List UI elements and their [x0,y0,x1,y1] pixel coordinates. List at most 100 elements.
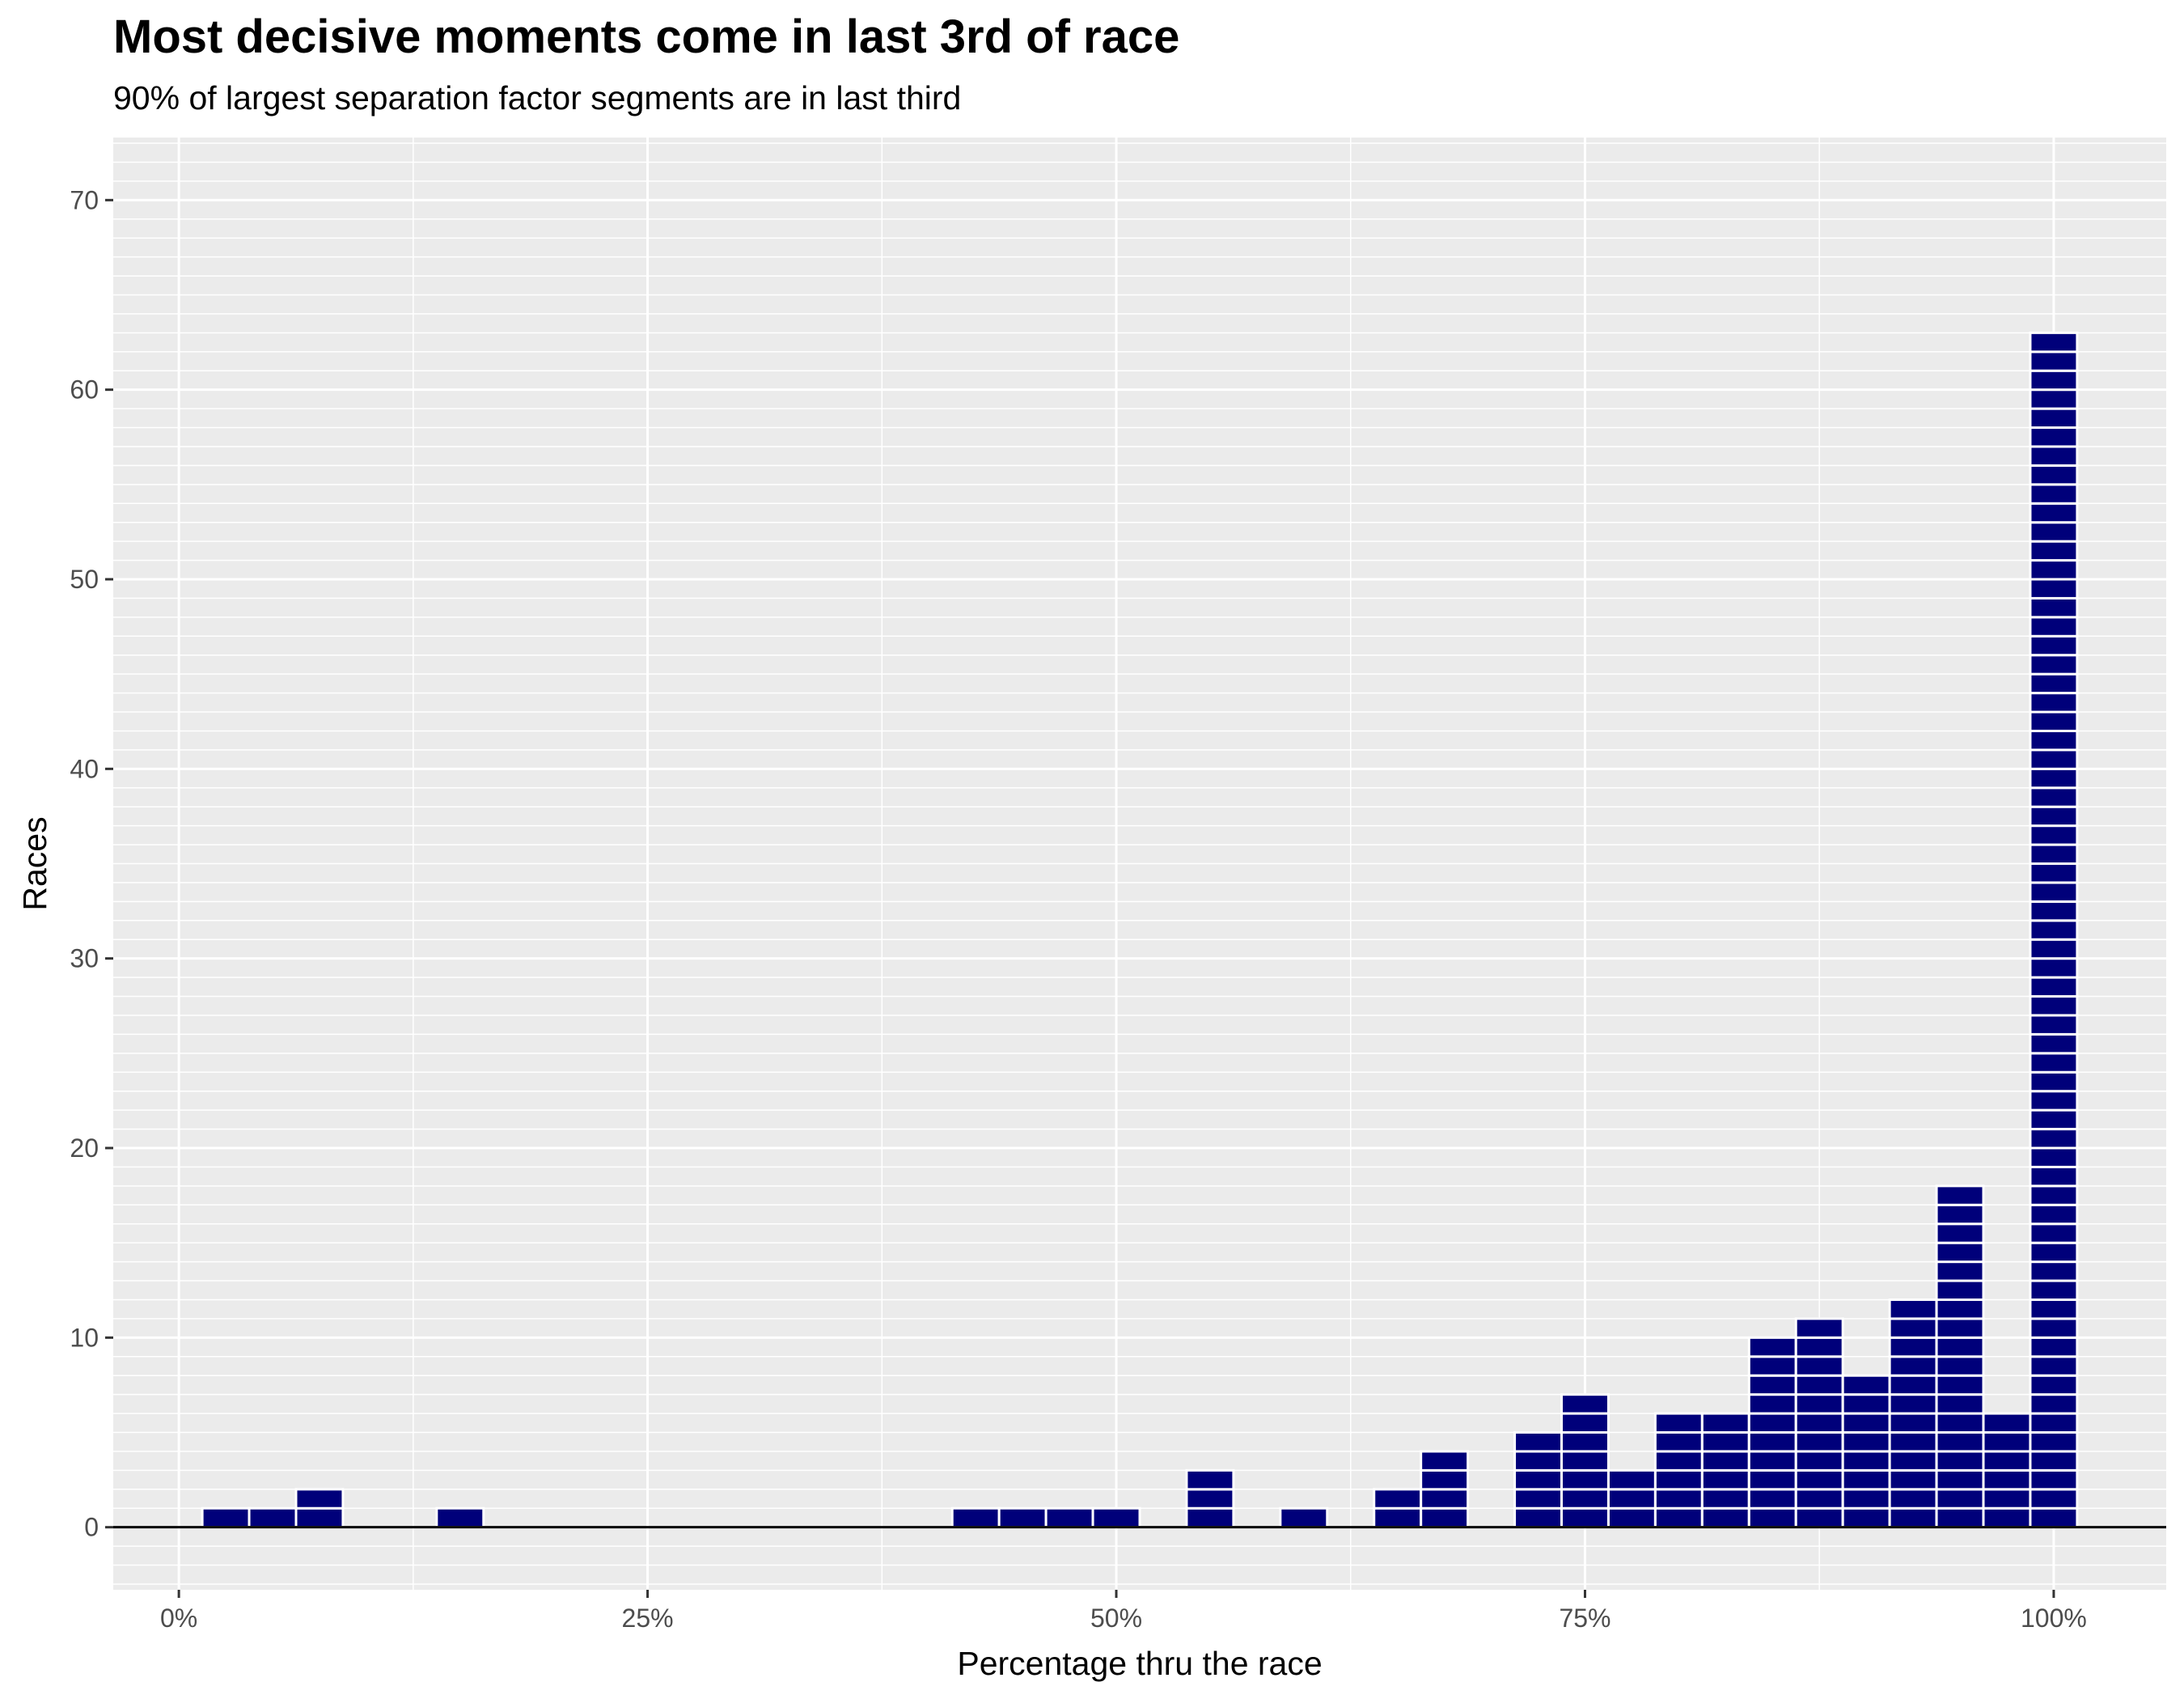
bar-block [2029,559,2079,581]
bar-block [2029,862,2079,884]
bar-block [1044,1506,1094,1529]
bar-block [2029,710,2079,732]
bar-block [1841,1431,1891,1453]
bar-block [294,1506,345,1529]
bar-block [1560,1488,1610,1510]
y-tick-label: 20 [70,1133,99,1163]
bar-block [2029,331,2079,354]
histogram-bar [294,1488,345,1529]
bar-block [1935,1374,1985,1396]
bar-block [1747,1468,1797,1491]
bar-block [2029,521,2079,543]
bar-block [2029,786,2079,808]
histogram-bar [2029,331,2079,1529]
bar-block [2029,1317,2079,1339]
bar-block [1841,1506,1891,1529]
bar-block [2029,1298,2079,1320]
bar-block [2029,1241,2079,1264]
bar-block [1982,1488,2032,1510]
bar-block [1935,1431,1985,1453]
bar-block [1747,1355,1797,1377]
bar-block [1091,1506,1141,1529]
bar-block [1982,1412,2032,1434]
y-axis: 0 10 20 30 40 50 60 70 [70,185,113,1542]
bar-block [1653,1506,1704,1529]
bar-block [1982,1450,2032,1472]
bar-block [1513,1506,1564,1529]
bar-block [1747,1374,1797,1396]
bar-block [1560,1506,1610,1529]
bars [201,331,2079,1529]
x-axis-title: Percentage thru the race [957,1645,1322,1682]
bar-block [1747,1431,1797,1453]
bar-block [2029,426,2079,448]
bar-block [1560,1412,1610,1434]
bar-block [2029,502,2079,524]
y-tick-label: 50 [70,565,99,594]
y-tick-label: 10 [70,1323,99,1352]
bar-block [1185,1468,1235,1491]
bar-block [2029,729,2079,752]
bar-block [2029,1355,2079,1377]
histogram-bar [1091,1506,1141,1529]
bar-block [1373,1506,1423,1529]
bar-block [1373,1488,1423,1510]
bar-block [2029,1374,2079,1396]
bar-block [1935,1222,1985,1244]
bar-block [1794,1336,1844,1358]
bar-block [2029,596,2079,619]
bar-block [2029,1336,2079,1358]
bar-block [2029,1279,2079,1301]
x-tick-label: 0% [160,1604,197,1633]
bar-block [1888,1468,1938,1491]
bar-block [1794,1488,1844,1510]
bar-block [1888,1488,1938,1510]
histogram-bar [1841,1374,1891,1529]
histogram-bar [1606,1468,1657,1529]
histogram-bar [248,1506,298,1529]
bar-block [1841,1488,1891,1510]
bar-block [2029,1108,2079,1131]
bar-block [2029,1203,2079,1226]
histogram-bar [1279,1506,1329,1529]
bar-block [1747,1450,1797,1472]
chart-title: Most decisive moments come in last 3rd o… [113,11,1180,63]
bar-block [1888,1298,1938,1320]
bar-block [1700,1412,1750,1434]
bar-block [2029,1128,2079,1150]
bar-block [1935,1355,1985,1377]
bar-block [1606,1506,1657,1529]
bar-block [1794,1393,1844,1415]
bar-block [1982,1431,2032,1453]
histogram-bar [1794,1317,1844,1529]
histogram-bar [1044,1506,1094,1529]
bar-block [2029,1222,2079,1244]
bar-block [1794,1450,1844,1472]
histogram-bar [1420,1450,1470,1529]
bar-block [201,1506,251,1529]
y-axis-title: Races [16,816,53,910]
bar-block [1841,1468,1891,1491]
bar-block [2029,919,2079,941]
bar-block [1888,1336,1938,1358]
bar-block [1700,1431,1750,1453]
bar-block [2029,1146,2079,1168]
histogram-bar [1185,1468,1235,1529]
bar-block [2029,634,2079,657]
bar-block [2029,616,2079,638]
bar-block [2029,1412,2079,1434]
bar-block [2029,1431,2079,1453]
x-tick-label: 25% [622,1604,674,1633]
bar-block [1935,1488,1985,1510]
bar-block [1935,1317,1985,1339]
bar-block [1700,1450,1750,1472]
bar-block [1888,1450,1938,1472]
bar-block [950,1506,1001,1529]
histogram-bar [1513,1431,1564,1529]
bar-block [1888,1506,1938,1529]
bar-block [1560,1431,1610,1453]
bar-block [1279,1506,1329,1529]
bar-block [2029,1165,2079,1188]
bar-block [1841,1412,1891,1434]
x-tick-label: 100% [2021,1604,2087,1633]
